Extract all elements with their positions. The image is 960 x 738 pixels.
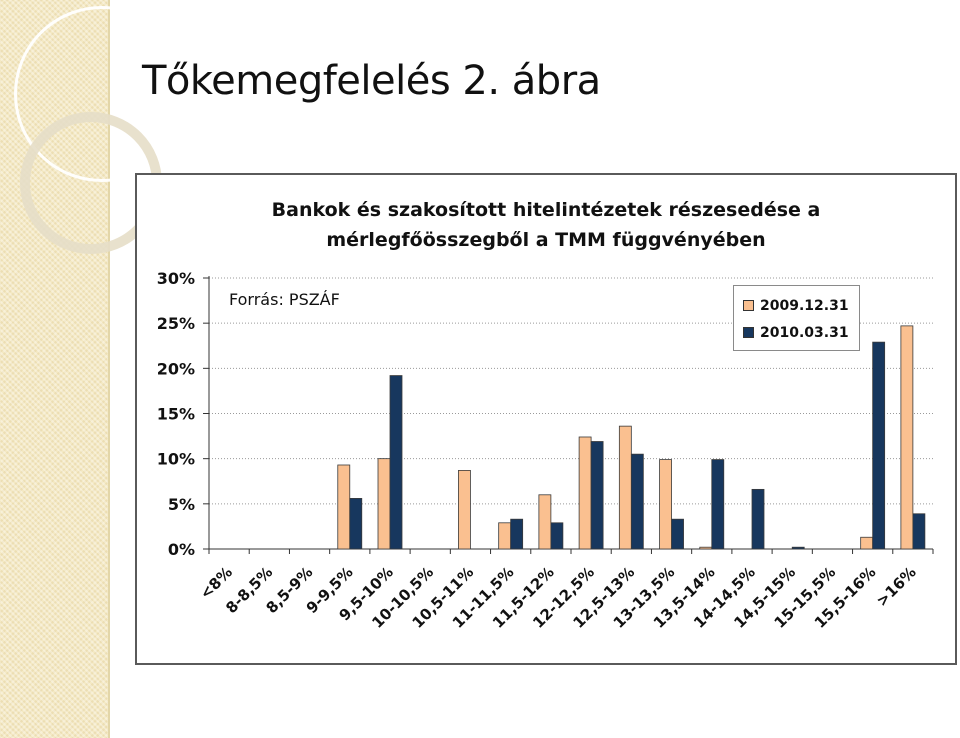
y-tick-label: 10% xyxy=(157,450,195,469)
bar-series-1 xyxy=(618,425,632,550)
bar-chart: 0%5%10%15%20%25%30%<8%8-8,5%8,5-9%9-9,5%… xyxy=(157,269,934,632)
x-tick-label: >16% xyxy=(873,563,920,610)
bar-series-2 xyxy=(711,459,725,550)
bar-series-1 xyxy=(900,325,914,550)
bar-series-1 xyxy=(578,436,592,550)
slide-title: Tőkemegfelelés 2. ábra xyxy=(142,58,601,104)
legend-label-series-2: 2010.03.31 xyxy=(760,324,849,341)
legend-item-series-2: 2010.03.31 xyxy=(743,319,859,346)
bar-series-1 xyxy=(337,464,351,550)
y-tick-label: 20% xyxy=(157,359,195,378)
bar-series-2 xyxy=(872,341,886,550)
bar-series-1 xyxy=(699,546,713,550)
y-tick-label: 15% xyxy=(157,405,195,424)
legend-swatch-series-2 xyxy=(743,327,754,338)
legend-label-series-1: 2009.12.31 xyxy=(760,297,849,314)
bar-series-2 xyxy=(510,518,524,550)
bar-series-2 xyxy=(349,498,363,550)
bar-series-2 xyxy=(550,522,564,550)
bar-series-1 xyxy=(377,458,391,550)
y-tick-label: 0% xyxy=(168,540,195,559)
bar-series-2 xyxy=(912,513,926,550)
y-tick-label: 5% xyxy=(168,495,195,514)
chart-title-line-1: Bankok és szakosított hitelintézetek rés… xyxy=(271,199,821,221)
legend-swatch-series-1 xyxy=(743,300,754,311)
bar-series-2 xyxy=(389,375,403,550)
bar-series-1 xyxy=(860,536,874,550)
y-tick-label: 30% xyxy=(157,269,195,288)
bar-series-2 xyxy=(630,453,644,550)
bar-series-2 xyxy=(751,488,765,550)
bar-series-1 xyxy=(458,470,471,550)
decorative-side-strip xyxy=(0,0,108,738)
bar-series-2 xyxy=(791,546,805,550)
side-strip-edge xyxy=(108,0,110,738)
chart-legend: 2009.12.31 2010.03.31 xyxy=(733,285,860,351)
bar-series-1 xyxy=(659,459,672,550)
legend-item-series-1: 2009.12.31 xyxy=(743,292,859,319)
chart-title-line-2: mérlegfőösszegből a TMM függvényében xyxy=(326,229,766,251)
chart-frame: Bankok és szakosított hitelintézetek rés… xyxy=(135,173,957,665)
bar-series-1 xyxy=(498,522,512,550)
bar-series-1 xyxy=(538,494,552,550)
chart-title: Bankok és szakosított hitelintézetek rés… xyxy=(137,195,955,255)
bar-series-2 xyxy=(671,518,684,550)
chart-source-note: Forrás: PSZÁF xyxy=(229,290,340,309)
bar-series-2 xyxy=(590,441,604,550)
y-tick-label: 25% xyxy=(157,314,195,333)
